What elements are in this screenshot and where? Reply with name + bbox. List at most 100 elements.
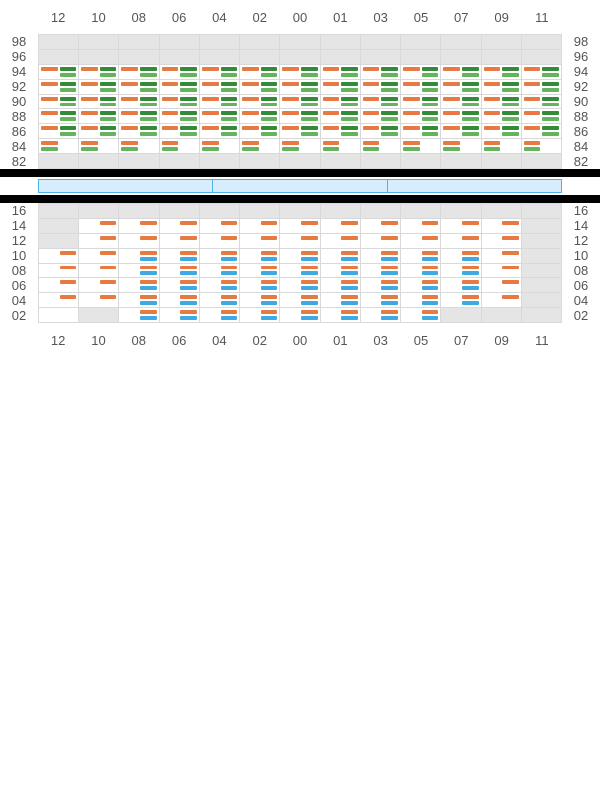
port-br[interactable] [60, 132, 77, 136]
port-tr[interactable] [381, 295, 398, 299]
port-tr[interactable] [381, 280, 398, 284]
port-br[interactable] [301, 88, 318, 92]
rack-cell[interactable] [321, 293, 361, 308]
rack-cell[interactable] [361, 124, 401, 139]
port-br[interactable] [221, 301, 238, 305]
rack-cell[interactable] [482, 264, 522, 279]
rack-cell[interactable] [240, 80, 280, 95]
rack-cell[interactable] [119, 109, 159, 124]
rack-cell[interactable] [401, 278, 441, 293]
rack-cell[interactable] [160, 278, 200, 293]
port-tr[interactable] [100, 295, 117, 299]
port-tl[interactable] [41, 126, 58, 130]
port-br[interactable] [341, 271, 358, 275]
port-tr[interactable] [221, 310, 238, 314]
rack-cell[interactable] [361, 278, 401, 293]
port-br[interactable] [542, 132, 559, 136]
port-tl[interactable] [162, 111, 179, 115]
rack-cell[interactable] [280, 293, 320, 308]
rack-cell[interactable] [160, 249, 200, 264]
port-tl[interactable] [202, 67, 219, 71]
rack-cell[interactable] [39, 264, 79, 279]
rack-cell[interactable] [240, 264, 280, 279]
rack-cell[interactable] [160, 109, 200, 124]
rack-cell[interactable] [361, 139, 401, 154]
port-br[interactable] [221, 103, 238, 107]
port-tl[interactable] [524, 67, 541, 71]
port-tr[interactable] [180, 126, 197, 130]
port-br[interactable] [341, 103, 358, 107]
port-tr[interactable] [180, 82, 197, 86]
port-bl[interactable] [323, 147, 340, 151]
port-br[interactable] [301, 286, 318, 290]
port-br[interactable] [100, 88, 117, 92]
rack-cell[interactable] [321, 219, 361, 234]
port-br[interactable] [301, 271, 318, 275]
port-bl[interactable] [242, 147, 259, 151]
port-br[interactable] [301, 103, 318, 107]
port-tr[interactable] [542, 82, 559, 86]
port-tr[interactable] [381, 266, 398, 270]
rack-cell[interactable] [401, 124, 441, 139]
port-tr[interactable] [100, 266, 117, 270]
port-br[interactable] [301, 301, 318, 305]
rack-cell[interactable] [401, 95, 441, 110]
port-br[interactable] [462, 103, 479, 107]
port-tl[interactable] [121, 141, 138, 145]
port-tl[interactable] [443, 126, 460, 130]
port-tl[interactable] [282, 97, 299, 101]
port-br[interactable] [341, 132, 358, 136]
port-tl[interactable] [443, 67, 460, 71]
rack-cell[interactable] [240, 249, 280, 264]
rack-cell[interactable] [160, 264, 200, 279]
rack-cell[interactable] [441, 124, 481, 139]
port-tl[interactable] [282, 67, 299, 71]
rack-cell[interactable] [441, 219, 481, 234]
port-br[interactable] [180, 257, 197, 261]
rack-cell[interactable] [321, 234, 361, 249]
rack-cell[interactable] [200, 95, 240, 110]
port-bl[interactable] [524, 147, 541, 151]
port-tl[interactable] [403, 141, 420, 145]
port-tr[interactable] [60, 82, 77, 86]
port-br[interactable] [261, 286, 278, 290]
port-tr[interactable] [100, 97, 117, 101]
port-tr[interactable] [140, 251, 157, 255]
port-br[interactable] [422, 103, 439, 107]
rack-cell[interactable] [441, 95, 481, 110]
port-tr[interactable] [462, 295, 479, 299]
port-tr[interactable] [221, 97, 238, 101]
rack-cell[interactable] [39, 109, 79, 124]
port-tr[interactable] [301, 295, 318, 299]
rack-cell[interactable] [361, 219, 401, 234]
port-br[interactable] [381, 117, 398, 121]
port-tl[interactable] [443, 141, 460, 145]
port-tr[interactable] [462, 126, 479, 130]
rack-cell[interactable] [361, 80, 401, 95]
rack-cell[interactable] [441, 139, 481, 154]
port-bl[interactable] [81, 147, 98, 151]
rack-cell[interactable] [441, 278, 481, 293]
rack-cell[interactable] [361, 264, 401, 279]
rack-cell[interactable] [321, 139, 361, 154]
port-tr[interactable] [301, 266, 318, 270]
port-tl[interactable] [242, 126, 259, 130]
port-br[interactable] [140, 73, 157, 77]
port-tr[interactable] [180, 67, 197, 71]
port-tl[interactable] [443, 111, 460, 115]
rack-cell[interactable] [321, 278, 361, 293]
port-tr[interactable] [542, 126, 559, 130]
port-br[interactable] [301, 132, 318, 136]
rack-cell[interactable] [321, 249, 361, 264]
port-tr[interactable] [221, 295, 238, 299]
port-tr[interactable] [100, 67, 117, 71]
port-tl[interactable] [403, 126, 420, 130]
port-tr[interactable] [422, 126, 439, 130]
port-br[interactable] [180, 117, 197, 121]
port-br[interactable] [422, 73, 439, 77]
port-tr[interactable] [381, 310, 398, 314]
rack-cell[interactable] [160, 219, 200, 234]
rack-cell[interactable] [79, 124, 119, 139]
port-bl[interactable] [282, 147, 299, 151]
port-tl[interactable] [282, 111, 299, 115]
